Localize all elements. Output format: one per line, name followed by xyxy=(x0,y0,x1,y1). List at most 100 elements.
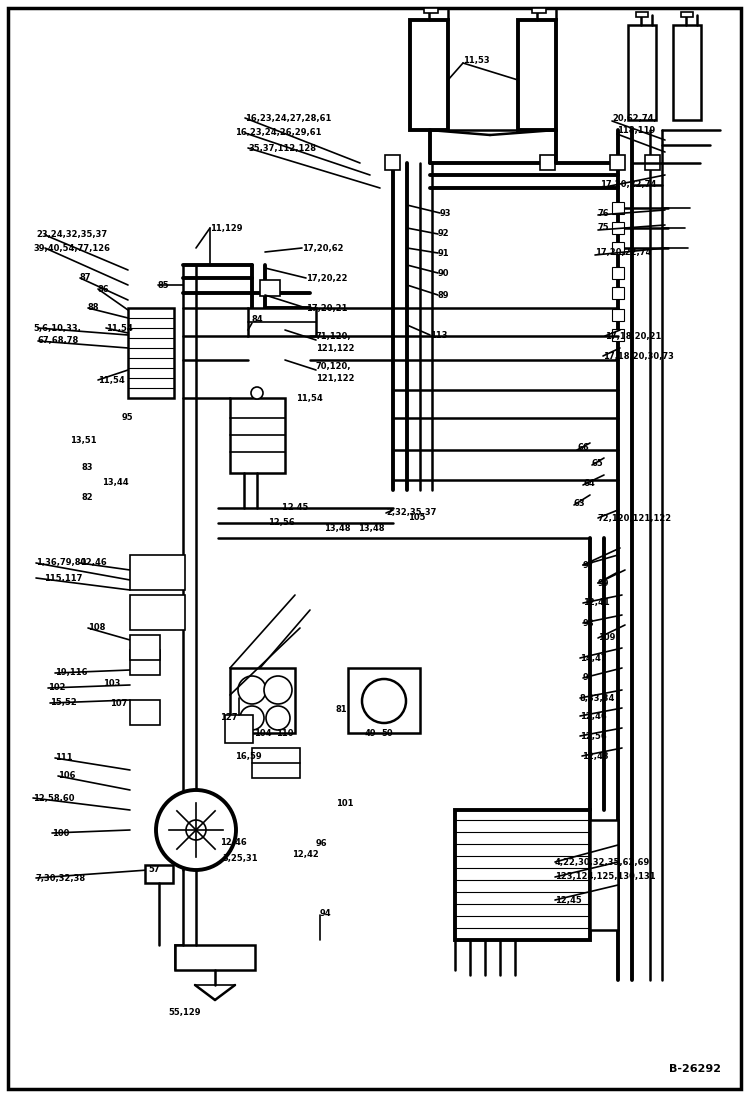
Text: 11,129: 11,129 xyxy=(210,224,243,233)
Text: 106: 106 xyxy=(58,771,76,780)
Bar xyxy=(590,819,618,930)
Text: 12 45: 12 45 xyxy=(282,504,309,512)
Text: 12,41: 12,41 xyxy=(583,599,610,608)
Text: 118,119: 118,119 xyxy=(617,126,655,136)
Text: 127: 127 xyxy=(220,713,237,723)
Text: 17,18,20,30,73: 17,18,20,30,73 xyxy=(603,351,674,361)
Text: 11,54: 11,54 xyxy=(98,375,125,385)
Text: 12,56: 12,56 xyxy=(268,519,295,528)
Text: 96: 96 xyxy=(316,838,327,848)
Text: 92: 92 xyxy=(438,229,449,238)
Text: 39,40,54,77,126: 39,40,54,77,126 xyxy=(33,244,110,252)
Bar xyxy=(645,155,660,170)
Text: 121,122: 121,122 xyxy=(316,344,354,353)
Text: 17,20,22,74: 17,20,22,74 xyxy=(600,181,656,190)
Text: 65: 65 xyxy=(592,459,604,467)
Text: 17,20,22: 17,20,22 xyxy=(306,273,348,283)
Text: 63: 63 xyxy=(574,498,586,508)
Text: 84: 84 xyxy=(252,316,264,325)
Text: 93: 93 xyxy=(440,208,452,217)
Text: 83: 83 xyxy=(82,464,94,473)
Text: 13,48: 13,48 xyxy=(358,523,384,532)
Bar xyxy=(252,748,300,778)
Text: 50: 50 xyxy=(381,728,392,737)
Text: 13,51: 13,51 xyxy=(70,436,97,444)
Text: 55,129: 55,129 xyxy=(168,1008,201,1018)
Text: 17,20,21: 17,20,21 xyxy=(306,304,348,313)
Circle shape xyxy=(238,676,266,704)
Bar xyxy=(130,595,185,630)
Text: 12,46: 12,46 xyxy=(220,838,246,848)
Text: 12,43: 12,43 xyxy=(582,751,609,760)
Text: 35,37,112,128: 35,37,112,128 xyxy=(248,144,316,152)
Bar xyxy=(128,308,174,398)
Text: 123,124,125,130,131: 123,124,125,130,131 xyxy=(555,872,655,882)
Text: 8,33,34: 8,33,34 xyxy=(580,693,616,702)
Text: 1,36,79,80: 1,36,79,80 xyxy=(36,558,86,567)
Text: 15,52: 15,52 xyxy=(50,699,76,708)
Bar xyxy=(260,280,280,296)
Text: 12,46: 12,46 xyxy=(80,558,107,567)
Bar xyxy=(410,20,448,131)
Bar xyxy=(681,12,693,16)
Text: 13,48: 13,48 xyxy=(324,523,351,532)
Text: 7,30,32,38: 7,30,32,38 xyxy=(36,873,86,882)
Bar xyxy=(455,810,590,940)
Circle shape xyxy=(186,819,206,840)
Text: 109: 109 xyxy=(598,633,616,643)
Text: 17,20,62: 17,20,62 xyxy=(302,244,344,252)
Text: 23,24,32,35,37: 23,24,32,35,37 xyxy=(36,230,107,239)
Text: 57: 57 xyxy=(148,866,160,874)
Text: 14,47: 14,47 xyxy=(580,654,607,663)
Bar xyxy=(612,242,624,255)
Text: 99: 99 xyxy=(598,578,610,588)
Text: 13,44: 13,44 xyxy=(102,478,129,487)
Text: 87: 87 xyxy=(80,273,91,283)
Text: 12,46: 12,46 xyxy=(580,712,607,721)
Bar xyxy=(128,770,468,945)
Text: 82: 82 xyxy=(82,494,94,502)
Bar xyxy=(230,668,295,733)
Text: 89: 89 xyxy=(438,291,449,299)
Text: 16,23,24,27,28,61: 16,23,24,27,28,61 xyxy=(245,113,331,123)
Bar xyxy=(610,155,625,170)
Text: 16,59: 16,59 xyxy=(235,751,261,760)
Text: 76: 76 xyxy=(598,208,610,217)
Bar xyxy=(218,508,438,627)
Circle shape xyxy=(266,706,290,730)
Text: 12,56: 12,56 xyxy=(580,732,607,740)
Bar xyxy=(424,8,438,13)
Text: 91: 91 xyxy=(438,249,449,258)
Text: 67,68,78: 67,68,78 xyxy=(38,337,79,346)
Text: B-26292: B-26292 xyxy=(669,1064,721,1074)
Bar xyxy=(225,715,253,743)
Text: 113: 113 xyxy=(430,330,447,339)
Bar xyxy=(540,155,555,170)
Bar xyxy=(636,12,648,16)
Text: 5,6,10,33,: 5,6,10,33, xyxy=(33,324,81,332)
Circle shape xyxy=(240,706,264,730)
Bar xyxy=(385,155,400,170)
Text: 11,54: 11,54 xyxy=(106,324,133,332)
Circle shape xyxy=(264,676,292,704)
Text: 20,62,74,: 20,62,74, xyxy=(612,113,657,123)
Bar xyxy=(145,866,173,883)
Text: 16,23,24,26,29,61: 16,23,24,26,29,61 xyxy=(235,128,321,137)
Bar xyxy=(130,700,160,725)
Text: 3,25,31: 3,25,31 xyxy=(222,853,258,862)
Circle shape xyxy=(156,790,236,870)
Bar xyxy=(130,651,160,675)
Text: 95: 95 xyxy=(122,414,133,422)
Bar xyxy=(628,25,656,120)
Bar xyxy=(612,267,624,279)
Text: 17,18,20,21: 17,18,20,21 xyxy=(605,331,661,340)
Text: 12,42: 12,42 xyxy=(292,850,319,860)
Text: 19,116: 19,116 xyxy=(55,668,88,678)
Text: 81: 81 xyxy=(335,705,347,714)
Text: 70,120,: 70,120, xyxy=(316,362,351,371)
Circle shape xyxy=(251,387,263,399)
Text: 98: 98 xyxy=(583,619,595,627)
Text: 111: 111 xyxy=(55,754,73,762)
Bar xyxy=(348,668,420,733)
Text: 90: 90 xyxy=(438,269,449,278)
